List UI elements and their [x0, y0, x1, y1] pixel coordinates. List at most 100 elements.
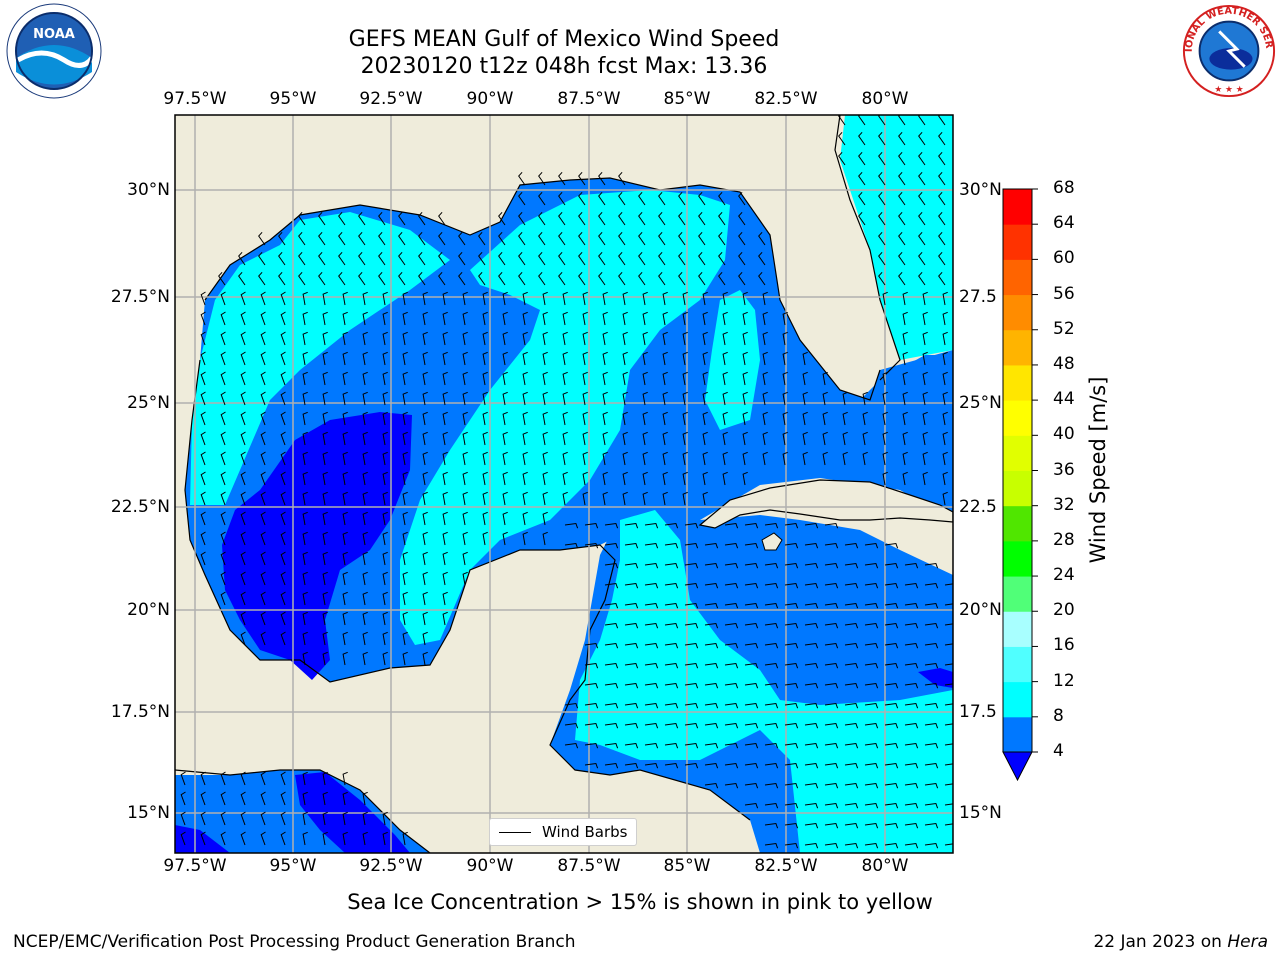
wind-barb — [240, 591, 246, 606]
wind-barb — [322, 351, 328, 366]
wind-barb — [342, 311, 348, 326]
wind-barb — [618, 271, 626, 286]
wind-barb — [902, 371, 908, 386]
wind-barb — [864, 602, 879, 609]
wind-barb — [522, 291, 528, 306]
wind-barb — [220, 791, 226, 806]
wind-barb — [884, 662, 899, 669]
wind-barb — [498, 211, 506, 226]
wind-barb — [622, 331, 628, 346]
wind-barb — [878, 191, 886, 206]
wind-barb — [200, 331, 206, 346]
wind-barb — [758, 251, 766, 266]
wind-barb — [622, 411, 628, 426]
wind-barb — [342, 651, 348, 666]
wind-barb — [302, 531, 308, 546]
wind-barb — [502, 371, 508, 386]
wind-barb — [762, 431, 768, 446]
wind-barb — [878, 231, 886, 246]
wind-barb — [804, 582, 819, 589]
wind-barb — [622, 391, 628, 406]
wind-barb — [618, 251, 626, 266]
wind-barb — [602, 351, 608, 366]
wind-barb — [260, 511, 266, 526]
wind-barb — [260, 551, 266, 566]
wind-barb — [522, 531, 528, 546]
pacific-coastline — [175, 769, 431, 853]
wind-barb — [704, 662, 719, 669]
wind-barb — [442, 431, 448, 446]
wind-barb — [904, 722, 919, 729]
wind-barb — [362, 571, 368, 586]
wind-barb — [558, 271, 566, 286]
colorbar-label: Wind Speed [m/s] — [1086, 376, 1110, 564]
colorbar-tick-label: 8 — [1053, 705, 1064, 726]
wind-barb — [884, 822, 899, 829]
sea-ice-note: Sea Ice Concentration > 15% is shown in … — [347, 890, 933, 914]
wind-barb — [624, 662, 639, 669]
wind-barb — [738, 251, 746, 266]
colorbar-tick-label: 52 — [1053, 318, 1075, 339]
wind-barb — [422, 611, 428, 626]
wind-barb — [358, 271, 366, 286]
wind-barb — [602, 491, 608, 506]
wind-barb — [844, 642, 859, 649]
wind-barb — [804, 802, 819, 809]
wind-barb — [302, 831, 308, 846]
wind-barb — [744, 542, 759, 549]
wind-barb — [904, 642, 919, 649]
wind-barb — [878, 131, 886, 146]
wind-barb — [944, 703, 953, 706]
wind-barb — [582, 491, 588, 506]
wind-barb — [784, 842, 799, 849]
wind-barb — [482, 471, 488, 486]
wind-barb — [744, 802, 759, 809]
wind-barb — [578, 231, 586, 246]
wind-barb — [280, 531, 286, 546]
wind-barb — [280, 291, 286, 306]
wind-barb — [642, 371, 648, 386]
wind-barb — [884, 782, 899, 789]
wind-barb — [280, 311, 286, 326]
wind-barb — [502, 451, 508, 466]
wind-barb — [442, 611, 448, 626]
wind-barb — [638, 191, 646, 206]
map-legend: Wind Barbs — [489, 818, 637, 846]
wind-barb — [382, 611, 388, 626]
legend-line-swatch — [499, 832, 531, 833]
wind-barb — [824, 642, 839, 649]
wind-barb — [944, 783, 953, 786]
wind-barb — [302, 331, 308, 346]
wind-barb — [902, 391, 908, 406]
wind-barb — [624, 702, 639, 709]
wind-barb — [278, 271, 286, 286]
wind-barb — [258, 271, 266, 286]
wind-barb — [644, 742, 659, 749]
wind-barb — [260, 591, 266, 606]
wind-barb — [584, 542, 599, 549]
wind-barb — [302, 311, 308, 326]
lat-label-right: 22.5 — [959, 497, 997, 517]
wind-barb — [658, 191, 666, 206]
wind-barb — [764, 782, 779, 789]
wind-barb — [502, 411, 508, 426]
wind-barb — [744, 642, 759, 649]
wind-barb — [802, 431, 808, 446]
wind-barb — [764, 562, 779, 569]
wind-barb — [220, 411, 226, 426]
wind-barb — [622, 311, 628, 326]
wind-barb — [518, 271, 526, 286]
wind-barb — [302, 431, 308, 446]
wind-barb — [462, 431, 468, 446]
wind-barb — [884, 582, 899, 589]
wind-barb — [724, 782, 739, 789]
colorbar-tick-label: 28 — [1053, 529, 1075, 550]
wind-barb — [200, 511, 206, 526]
wind-barb — [664, 542, 679, 549]
wind-barb — [884, 702, 899, 709]
map-frame — [174, 114, 954, 854]
wind-barb — [578, 211, 586, 226]
wind-barb — [678, 251, 686, 266]
wind-barb — [240, 571, 246, 586]
wind-barb — [824, 842, 839, 849]
